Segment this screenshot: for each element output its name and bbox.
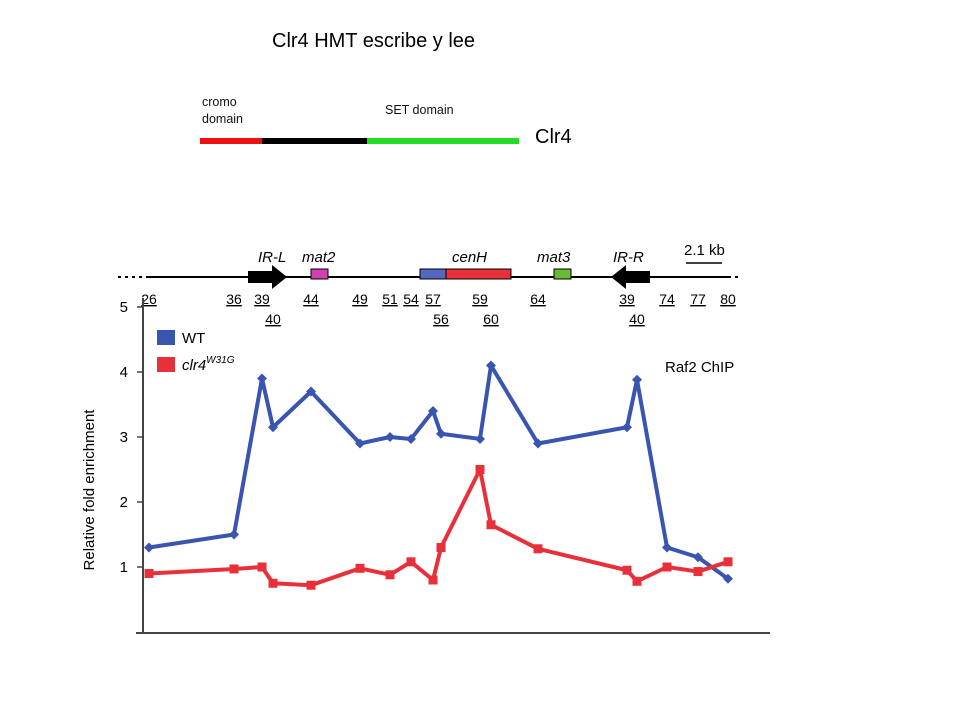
data-point-wt (385, 432, 395, 442)
legend: WT clr4W31G Raf2 ChIP (157, 330, 734, 376)
data-point-mutant (693, 567, 703, 577)
legend-wt-swatch (157, 330, 175, 345)
data-point-mutant (406, 557, 416, 567)
slide-title: Clr4 HMT escribe y lee (272, 30, 476, 52)
raf2-chip-chart: IR-L mat2 cenH mat3 IR-R 2.1 kb 26 36 39 40… (81, 242, 770, 634)
data-point-wt (355, 438, 365, 449)
cromo-domain-segment (200, 138, 262, 144)
position-label: 39 (619, 291, 635, 307)
mat3-box (553, 268, 572, 280)
cenh-left-box (419, 268, 447, 280)
feature-label-cenh: cenH (452, 249, 487, 266)
position-label: 40 (265, 311, 281, 327)
feature-label-mat3: mat3 (537, 249, 571, 266)
y-axis-label: Relative fold enrichment (81, 409, 98, 571)
set-domain-segment (367, 138, 519, 144)
position-label: 77 (690, 291, 706, 307)
feature-label-mat2: mat2 (302, 249, 336, 266)
linker-segment (262, 138, 367, 144)
position-label: 40 (629, 311, 645, 327)
protein-name: Clr4 (535, 126, 572, 148)
position-label: 36 (226, 291, 242, 307)
position-label: 39 (254, 291, 270, 307)
data-point-wt (428, 406, 438, 416)
data-point-mutant (257, 562, 267, 572)
y-tick-label: 5 (120, 299, 128, 316)
data-point-wt (486, 360, 496, 371)
data-point-wt (693, 552, 703, 563)
data-point-mutant (268, 578, 278, 588)
position-label: 56 (433, 311, 449, 327)
data-point-mutant (385, 570, 395, 580)
position-label: 51 (382, 291, 398, 307)
data-point-wt (268, 422, 278, 433)
legend-mutant-sup: W31G (206, 355, 235, 366)
feature-label-ir-r: IR-R (613, 249, 644, 266)
cenh-right-box (445, 268, 512, 280)
data-point-wt (622, 422, 632, 433)
data-point-mutant (662, 562, 672, 572)
position-label: 64 (530, 291, 546, 307)
data-point-wt (229, 529, 239, 540)
data-point-mutant (723, 557, 733, 567)
position-label: 26 (141, 291, 157, 307)
series-layer (144, 360, 733, 590)
mat2-box (310, 268, 329, 280)
position-label: 59 (472, 291, 488, 307)
data-point-wt (723, 573, 733, 584)
position-label: 54 (403, 291, 419, 307)
data-point-mutant (475, 465, 485, 474)
ir-l-arrow-icon (248, 265, 287, 289)
raf2-chip-annotation: Raf2 ChIP (665, 359, 734, 376)
data-point-mutant (306, 580, 316, 590)
position-label: 74 (659, 291, 675, 307)
data-point-wt (257, 373, 267, 384)
y-tick-label: 4 (120, 364, 128, 381)
feature-label-ir-l: IR-L (258, 249, 286, 266)
axes: 1 2 3 4 5 Relative fold enrichment (81, 298, 770, 634)
y-tick-label: 3 (120, 429, 128, 446)
y-ticks: 1 2 3 4 5 (120, 299, 143, 576)
legend-wt-label: WT (182, 330, 205, 347)
data-point-mutant (144, 569, 154, 578)
legend-mutant-swatch (157, 357, 175, 372)
data-point-mutant (436, 543, 446, 552)
data-point-mutant (632, 576, 642, 586)
data-point-wt (436, 428, 446, 439)
ir-r-arrow-icon (611, 265, 650, 289)
legend-mutant-name: clr4 (182, 357, 206, 374)
data-point-wt (144, 542, 154, 553)
y-tick-label: 1 (120, 559, 128, 576)
data-point-mutant (533, 544, 543, 554)
data-point-mutant (622, 565, 632, 575)
position-label: 57 (425, 291, 441, 307)
data-point-wt (306, 386, 316, 397)
locus-map: IR-L mat2 cenH mat3 IR-R 2.1 kb 26 36 39 40… (118, 242, 742, 327)
position-label: 60 (483, 311, 499, 327)
set-domain-label: SET domain (385, 103, 454, 117)
data-point-mutant (486, 520, 496, 530)
data-point-wt (533, 438, 543, 449)
data-point-wt (662, 542, 672, 553)
data-point-mutant (355, 563, 365, 573)
position-label: 44 (303, 291, 319, 307)
data-point-wt (632, 374, 642, 385)
data-point-mutant (229, 564, 239, 574)
scale-label: 2.1 kb (684, 242, 725, 259)
position-label: 80 (720, 291, 736, 307)
data-point-wt (475, 433, 485, 444)
data-point-mutant (428, 575, 438, 585)
y-tick-label: 2 (120, 494, 128, 511)
data-point-wt (406, 433, 416, 444)
position-labels: 26 36 39 40 44 49 51 54 57 56 59 60 64 39 40 74 77 80 (141, 291, 736, 327)
cromo-domain-label: cromo domain (202, 95, 243, 126)
series-line-wt (148, 363, 730, 581)
legend-mutant-label: clr4W31G (182, 355, 235, 374)
position-label: 49 (352, 291, 368, 307)
